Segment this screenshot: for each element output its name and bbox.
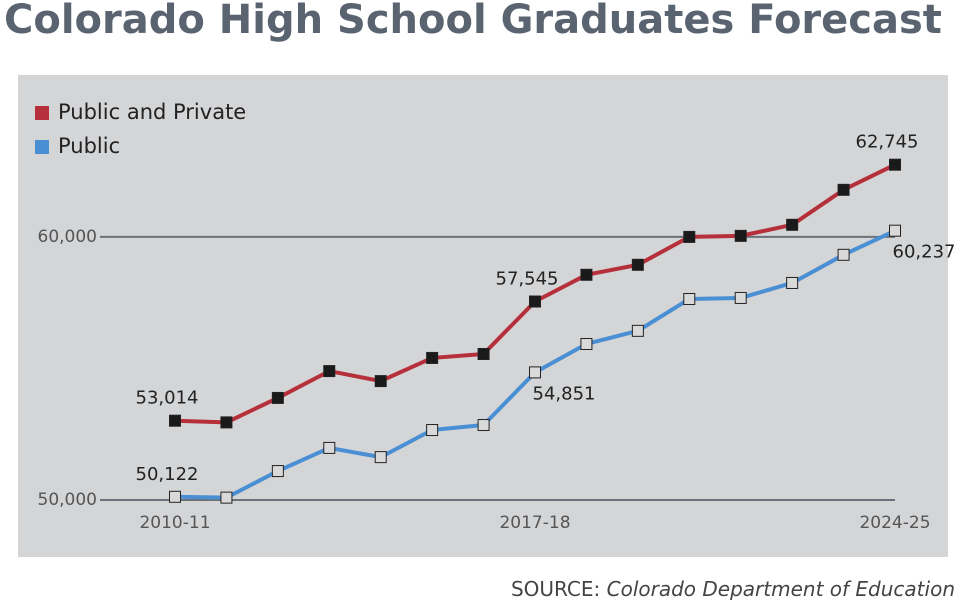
point-marker — [580, 337, 593, 350]
point-marker — [889, 158, 901, 171]
x-tick-label: 2024-25 — [859, 513, 930, 533]
data-label: 54,851 — [533, 383, 596, 404]
point-marker — [323, 441, 336, 454]
point-marker — [220, 491, 233, 504]
point-marker — [271, 391, 284, 404]
point-marker — [426, 424, 439, 437]
point-marker — [631, 258, 644, 271]
point-marker — [786, 218, 799, 231]
source-label: SOURCE: — [511, 577, 600, 601]
data-label: 57,545 — [496, 269, 559, 290]
point-marker — [374, 375, 387, 388]
data-label: 53,014 — [136, 388, 199, 409]
point-marker — [477, 419, 490, 432]
legend-label: Public and Private — [58, 100, 246, 124]
source-name: Colorado Department of Education — [607, 577, 955, 601]
point-marker — [837, 183, 850, 196]
point-marker — [426, 351, 439, 364]
plot-background — [18, 75, 948, 557]
point-marker — [734, 291, 747, 304]
point-marker — [271, 465, 284, 478]
point-marker — [683, 293, 696, 306]
data-label: 50,122 — [136, 464, 199, 485]
point-marker — [786, 276, 799, 289]
legend-swatch — [35, 106, 49, 120]
point-marker — [734, 229, 747, 242]
point-marker — [683, 230, 696, 243]
point-marker — [169, 490, 181, 503]
y-tick-label: 50,000 — [38, 490, 97, 510]
data-label: 60,237 — [893, 242, 956, 263]
point-marker — [169, 414, 181, 427]
point-marker — [477, 347, 490, 360]
point-marker — [837, 248, 850, 261]
point-marker — [889, 224, 901, 237]
point-marker — [631, 324, 644, 337]
point-marker — [220, 416, 233, 429]
x-tick-label: 2017-18 — [499, 513, 570, 533]
point-marker — [529, 366, 541, 379]
legend-swatch — [35, 140, 49, 154]
point-marker — [323, 365, 336, 378]
data-label: 62,745 — [856, 132, 919, 153]
point-marker — [374, 451, 387, 464]
legend-label: Public — [58, 134, 120, 158]
source: SOURCE: Colorado Department of Education — [511, 577, 955, 601]
point-marker — [580, 268, 593, 281]
y-tick-label: 60,000 — [38, 227, 97, 247]
chart-title: Colorado High School Graduates Forecast — [4, 0, 942, 43]
point-marker — [529, 295, 541, 308]
x-tick-label: 2010-11 — [139, 513, 210, 533]
